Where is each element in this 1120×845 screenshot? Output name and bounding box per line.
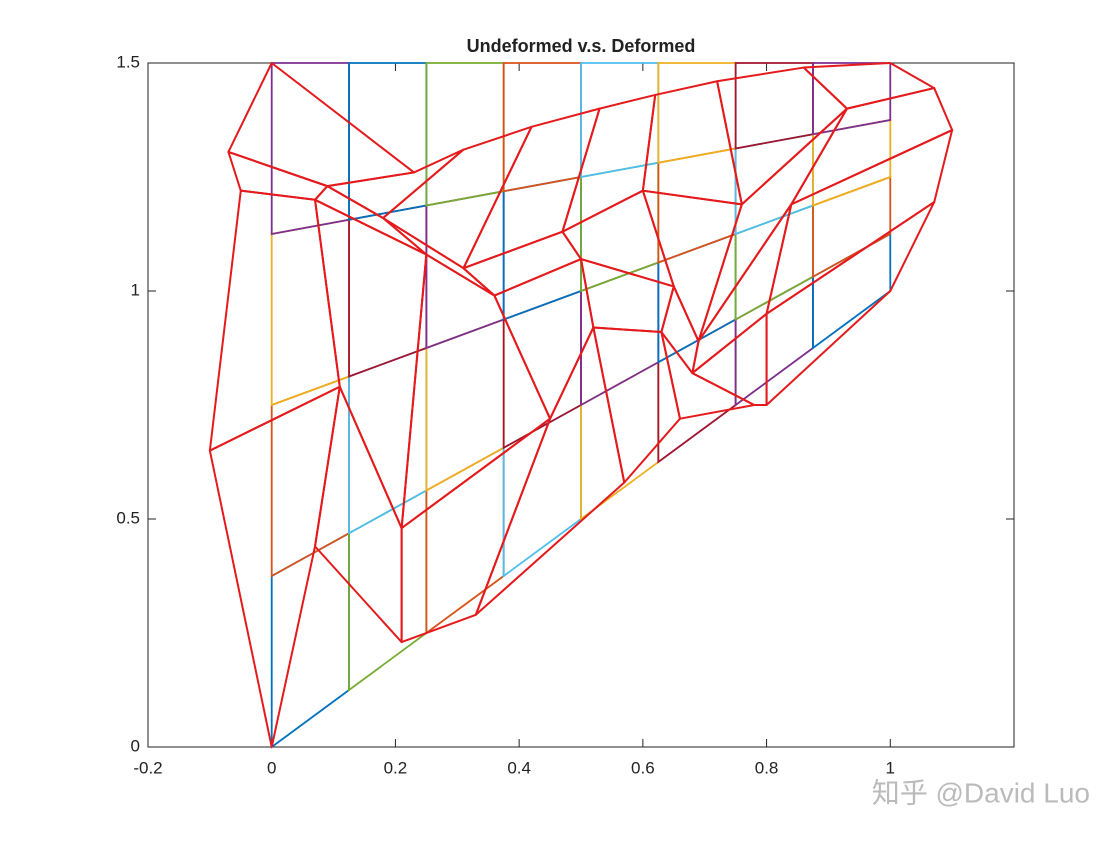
deformed-element — [802, 62, 936, 110]
y-tick-label: 1 — [131, 280, 140, 299]
y-tick-label: 0.5 — [116, 508, 140, 527]
x-tick-label: 1 — [886, 758, 895, 777]
x-tick-label: 0.6 — [631, 758, 655, 777]
y-tick-label: 1.5 — [116, 52, 140, 71]
x-tick-label: 0.2 — [384, 758, 408, 777]
x-tick-label: 0.4 — [507, 758, 531, 777]
watermark: 知乎 @David Luo — [872, 777, 1090, 808]
chart-title: Undeformed v.s. Deformed — [467, 36, 696, 56]
x-tick-label: 0.8 — [755, 758, 779, 777]
x-tick-label: 0 — [267, 758, 276, 777]
x-tick-label: -0.2 — [133, 758, 162, 777]
y-tick-label: 0 — [131, 736, 140, 755]
